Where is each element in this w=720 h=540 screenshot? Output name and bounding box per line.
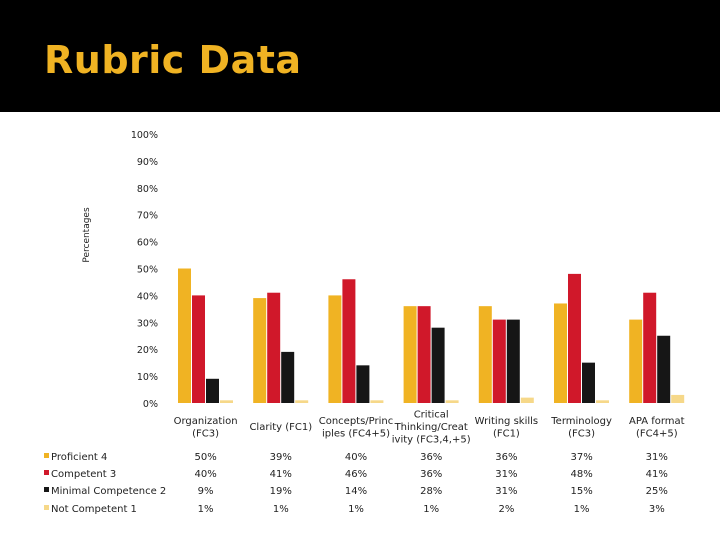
bar-not-competent-1 [596, 400, 609, 403]
data-table-value: 3% [649, 504, 665, 515]
data-table-value: 48% [570, 469, 592, 480]
bar-minimal-competence-2 [506, 319, 520, 403]
category-label: Writing skills [475, 416, 538, 427]
data-table-value: 46% [345, 469, 367, 480]
category-label: (FC4+5) [636, 428, 678, 439]
data-table-value: 36% [420, 469, 442, 480]
y-tick-label: 20% [137, 345, 158, 356]
data-table-value: 25% [646, 486, 668, 497]
data-table-value: 36% [420, 452, 442, 463]
legend-swatch [44, 487, 49, 492]
slide-title: Rubric Data [44, 38, 302, 82]
category-label: Thinking/Creat [394, 422, 468, 433]
bar-minimal-competence-2 [431, 327, 445, 403]
category-label: APA format [629, 416, 685, 427]
data-table-value: 2% [498, 504, 514, 515]
bar-not-competent-1 [220, 400, 233, 403]
y-tick-label: 90% [137, 157, 158, 168]
bar-minimal-competence-2 [657, 335, 671, 403]
data-table-value: 37% [570, 452, 592, 463]
y-axis-title: Percentages [82, 207, 92, 263]
data-table-value: 40% [194, 469, 216, 480]
data-table-value: 1% [273, 504, 289, 515]
bar-proficient-4 [478, 306, 492, 403]
bar-not-competent-1 [445, 400, 459, 403]
y-tick-label: 10% [137, 372, 158, 383]
bar-minimal-competence-2 [582, 362, 595, 403]
data-table-value: 19% [270, 486, 292, 497]
category-label: Clarity (FC1) [249, 422, 312, 433]
bar-minimal-competence-2 [356, 365, 370, 403]
category-label: (FC1) [493, 428, 520, 439]
bar-not-competent-1 [370, 400, 384, 403]
category-label: Terminology [550, 416, 612, 427]
bar-proficient-4 [178, 268, 191, 403]
y-tick-label: 40% [137, 291, 158, 302]
data-table-value: 15% [570, 486, 592, 497]
bar-proficient-4 [253, 298, 267, 403]
bar-competent-3 [342, 279, 356, 403]
data-table-value: 1% [574, 504, 590, 515]
category-label: Critical [414, 410, 449, 421]
y-tick-label: 50% [137, 265, 158, 276]
title-banner: Rubric Data [0, 0, 720, 112]
category-label: iples (FC4+5) [322, 428, 390, 439]
data-table-value: 1% [348, 504, 364, 515]
bar-not-competent-1 [295, 400, 309, 403]
bar-minimal-competence-2 [281, 351, 295, 403]
data-table-value: 50% [194, 452, 216, 463]
bar-competent-3 [643, 292, 657, 403]
data-table-value: 41% [646, 469, 668, 480]
category-label: (FC3) [568, 428, 595, 439]
legend-label: Not Competent 1 [51, 504, 137, 515]
bar-proficient-4 [554, 303, 567, 403]
legend-label: Minimal Competence 2 [51, 486, 166, 497]
legend-label: Proficient 4 [51, 452, 107, 463]
category-label: (FC3) [192, 428, 219, 439]
category-label: Concepts/Princ [319, 416, 394, 427]
data-table-value: 41% [270, 469, 292, 480]
category-label: Organization [174, 416, 238, 427]
data-table-value: 36% [495, 452, 517, 463]
data-table-value: 31% [495, 486, 517, 497]
y-tick-label: 80% [137, 184, 158, 195]
category-label: ivity (FC3,4,+5) [392, 435, 471, 446]
data-table-value: 39% [270, 452, 292, 463]
bar-not-competent-1 [671, 394, 685, 403]
bar-not-competent-1 [520, 397, 534, 403]
bar-proficient-4 [403, 306, 417, 403]
legend-swatch [44, 453, 49, 458]
data-table-value: 9% [198, 486, 214, 497]
bar-competent-3 [267, 292, 281, 403]
bar-proficient-4 [629, 319, 643, 403]
bar-minimal-competence-2 [206, 378, 219, 403]
bar-competent-3 [568, 273, 581, 403]
data-table-value: 31% [495, 469, 517, 480]
y-tick-label: 30% [137, 318, 158, 329]
data-table-value: 1% [423, 504, 439, 515]
legend-swatch [44, 505, 49, 510]
legend-label: Competent 3 [51, 469, 116, 480]
data-table-value: 31% [646, 452, 668, 463]
data-table-value: 1% [198, 504, 214, 515]
bar-competent-3 [192, 295, 205, 403]
data-table-value: 14% [345, 486, 367, 497]
y-tick-label: 100% [131, 130, 158, 141]
bar-proficient-4 [328, 295, 342, 403]
bar-competent-3 [417, 306, 431, 403]
y-tick-label: 70% [137, 211, 158, 222]
data-table-value: 28% [420, 486, 442, 497]
data-table-value: 40% [345, 452, 367, 463]
y-tick-label: 0% [143, 399, 158, 410]
bar-competent-3 [492, 319, 506, 403]
y-tick-label: 60% [137, 238, 158, 249]
legend-swatch [44, 470, 49, 475]
